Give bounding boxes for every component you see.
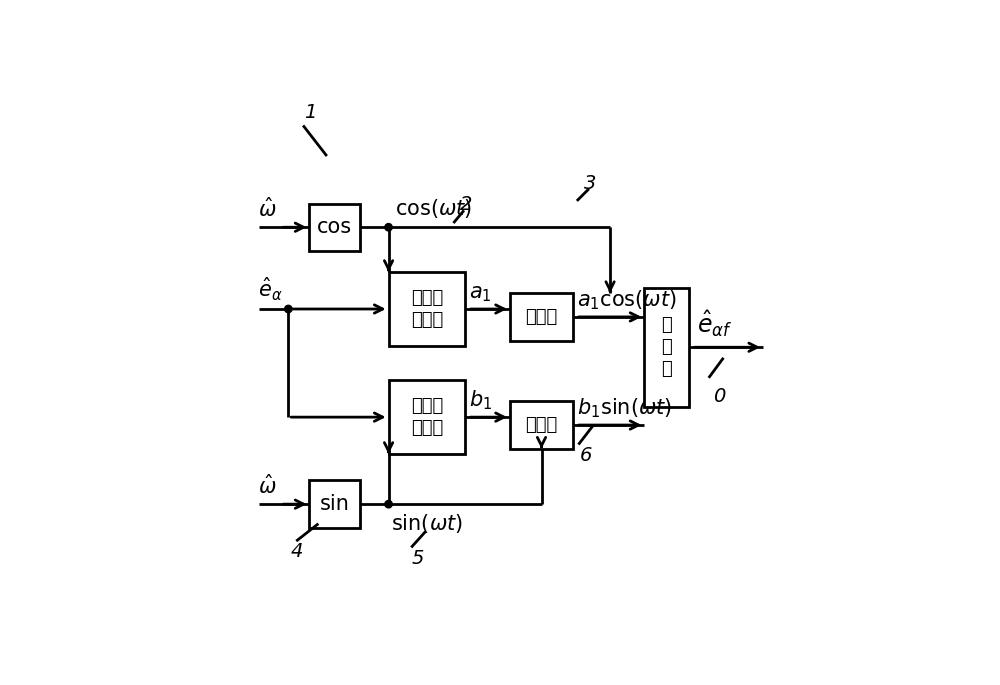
Text: 1: 1 (304, 103, 317, 122)
Text: 加
法
器: 加 法 器 (661, 316, 672, 378)
Text: 3: 3 (584, 174, 596, 193)
Text: 乘法器: 乘法器 (525, 308, 558, 326)
Bar (644, 288, 689, 407)
Text: $\sin(\omega t)$: $\sin(\omega t)$ (391, 512, 463, 535)
Bar (389, 272, 465, 346)
Text: $a_1\cos(\omega t)$: $a_1\cos(\omega t)$ (577, 288, 677, 312)
Text: sin: sin (320, 494, 349, 514)
Text: $\cos(\omega t)$: $\cos(\omega t)$ (395, 197, 472, 221)
Text: cos: cos (317, 217, 352, 237)
Circle shape (385, 223, 392, 231)
Text: $\hat{e}_{\alpha f}$: $\hat{e}_{\alpha f}$ (697, 309, 733, 339)
Text: 4: 4 (291, 542, 303, 561)
Bar (510, 293, 573, 340)
Text: 乘法器: 乘法器 (525, 416, 558, 434)
Text: 余弦系
数计算: 余弦系 数计算 (411, 289, 443, 329)
Text: $b_1\sin(\omega t)$: $b_1\sin(\omega t)$ (577, 396, 673, 420)
Text: $\hat{\omega}$: $\hat{\omega}$ (258, 474, 277, 498)
Text: 0: 0 (713, 387, 725, 406)
Text: $\hat{\omega}$: $\hat{\omega}$ (258, 197, 277, 221)
Text: $\hat{e}_{\alpha}$: $\hat{e}_{\alpha}$ (258, 275, 283, 303)
Text: 6: 6 (580, 446, 593, 465)
Circle shape (385, 501, 392, 508)
Bar (510, 401, 573, 449)
Text: 2: 2 (460, 195, 472, 214)
Text: $b_1$: $b_1$ (469, 388, 492, 412)
Circle shape (285, 306, 292, 312)
Bar (309, 203, 360, 251)
Text: 5: 5 (411, 549, 424, 568)
Bar (309, 480, 360, 528)
Text: 正弦系
数计算: 正弦系 数计算 (411, 397, 443, 437)
Text: $a_1$: $a_1$ (469, 284, 492, 303)
Bar (389, 380, 465, 454)
